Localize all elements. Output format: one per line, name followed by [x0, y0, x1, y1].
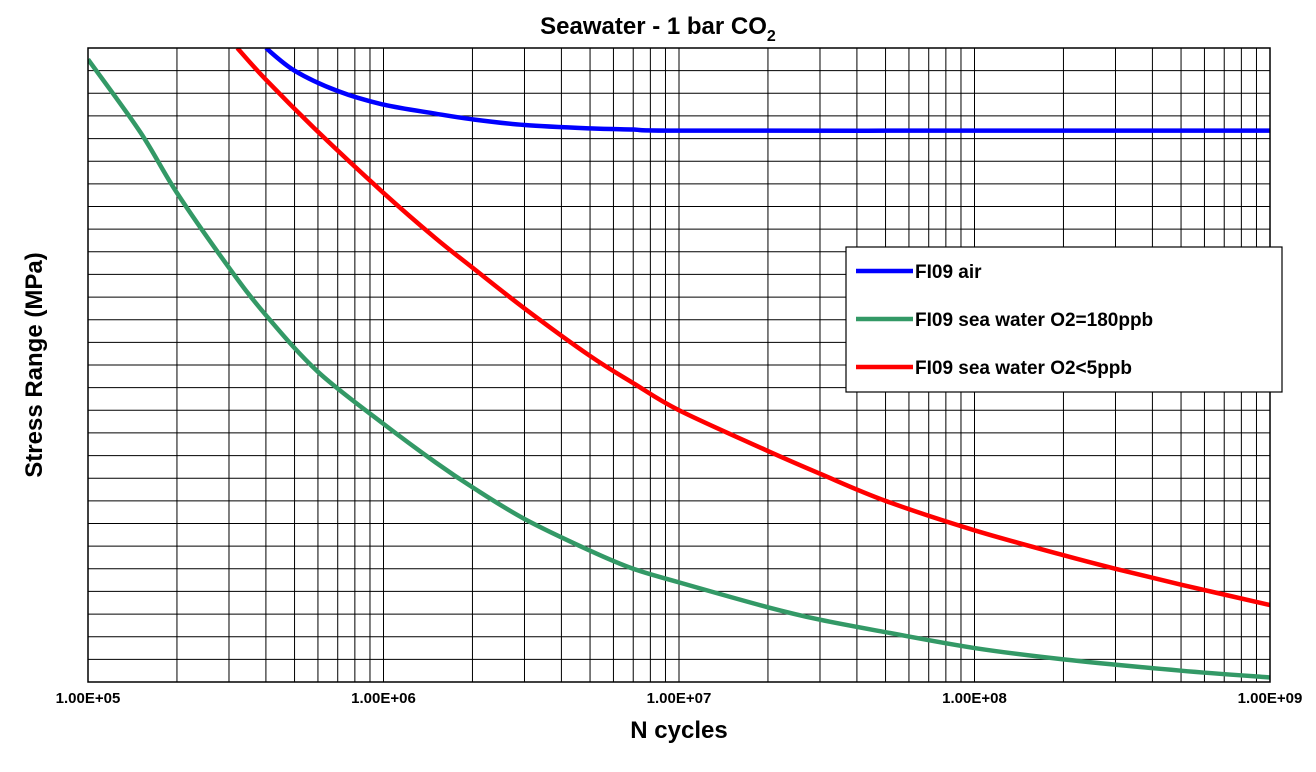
x-axis-title: N cycles — [630, 717, 727, 744]
x-tick-labels: 1.00E+05 1.00E+06 1.00E+07 1.00E+08 1.00E+09 — [56, 690, 1303, 707]
x-tick-label: 1.00E+06 — [351, 690, 416, 707]
legend-label: FI09 air — [915, 262, 982, 283]
series-line — [88, 58, 1270, 680]
x-tick-label: 1.00E+07 — [647, 690, 712, 707]
series-line — [264, 48, 1270, 133]
legend: FI09 air FI09 sea water O2=180ppb FI09 sea… — [845, 246, 1283, 393]
x-tick-label: 1.00E+09 — [1238, 690, 1303, 707]
x-tick-label: 1.00E+08 — [942, 690, 1007, 707]
chart-title-subscript: 2 — [767, 28, 776, 45]
y-axis-title: Stress Range (MPa) — [21, 252, 48, 477]
legend-label: FI09 sea water O2=180ppb — [915, 310, 1153, 331]
legend-box — [845, 246, 1283, 393]
series-layer — [88, 48, 1270, 680]
legend-label: FI09 sea water O2<5ppb — [915, 358, 1132, 379]
series-line — [235, 48, 1270, 608]
chart-title: Seawater - 1 bar CO2 — [540, 13, 776, 45]
x-tick-label: 1.00E+05 — [56, 690, 121, 707]
